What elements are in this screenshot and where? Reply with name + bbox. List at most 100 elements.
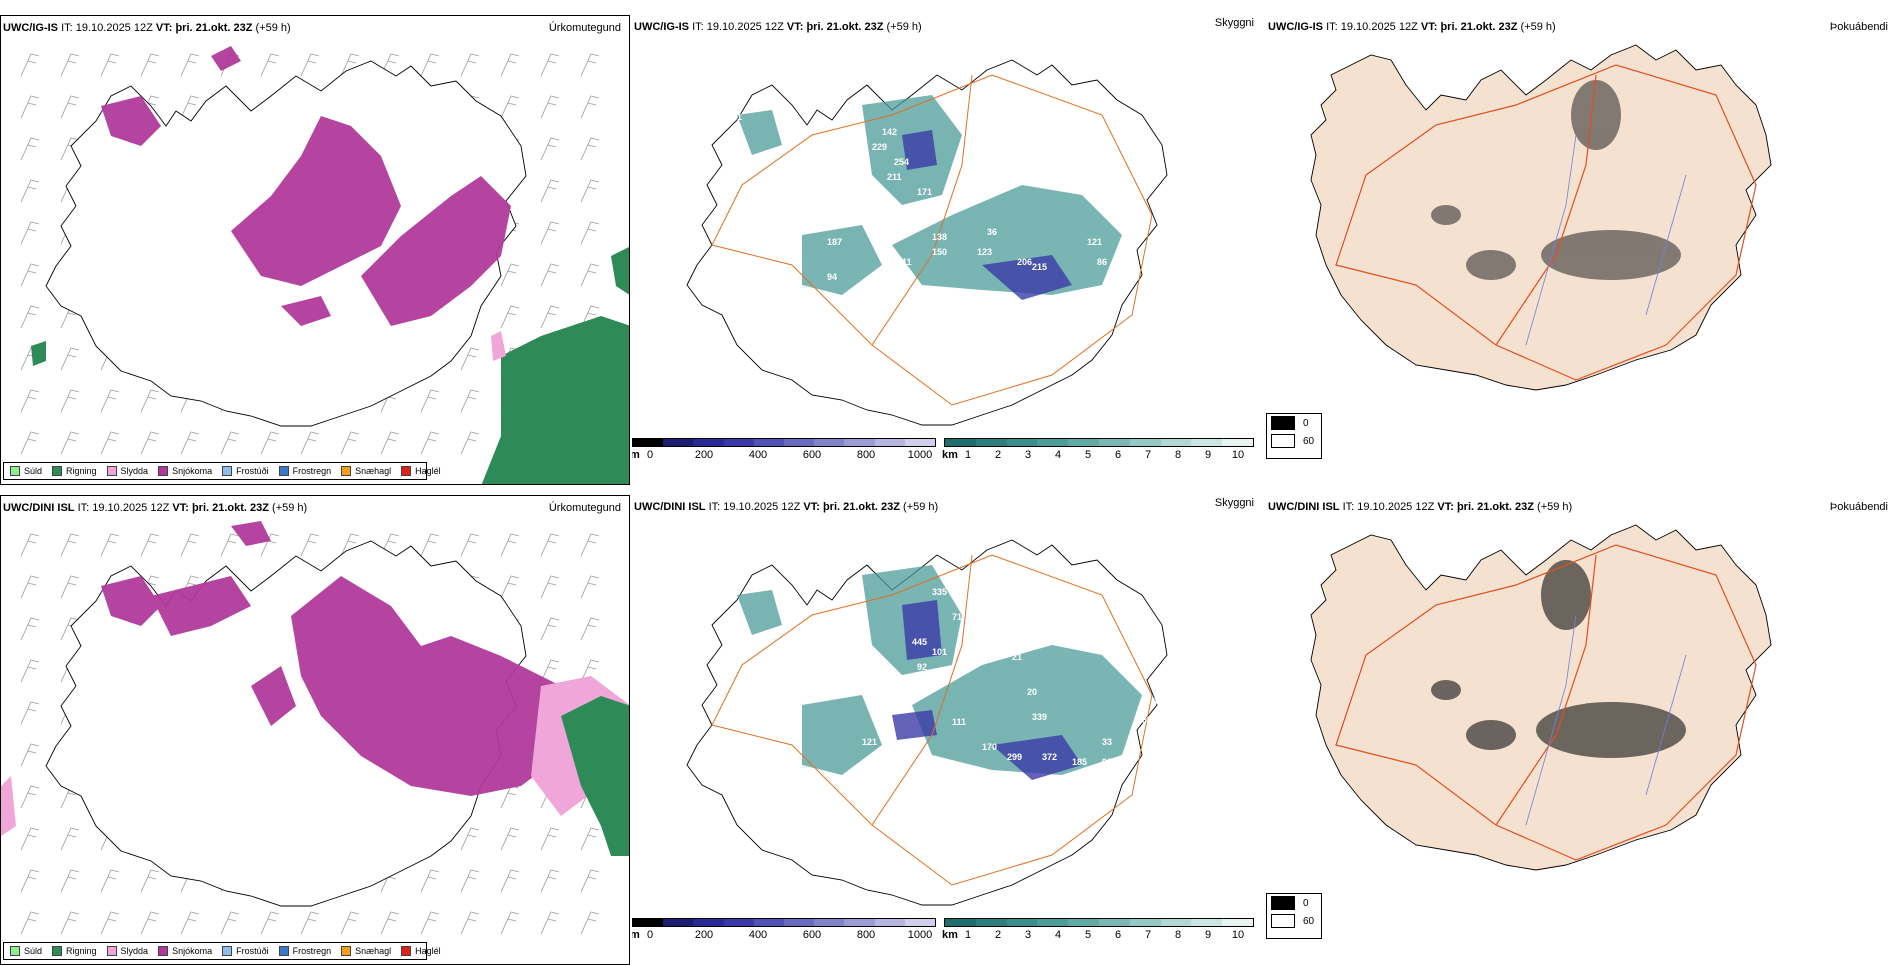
wind-barb [300,53,320,77]
colorbar-bin [1191,919,1223,926]
roads [711,554,1153,886]
legend-swatch [341,946,352,956]
roads [1335,544,1757,861]
colorbar-tick: 600 [802,929,822,941]
colorbar-tick: 5 [1084,449,1092,461]
colorbar-tick: 9 [1204,449,1212,461]
colorbar-bin [1191,439,1223,446]
colorbar-tick: 7 [1144,449,1152,461]
visibility-value: 178 [932,862,947,872]
colorbar-unit: m [632,449,640,461]
visibility-value: 123 [977,247,992,257]
wind-barb [420,53,440,77]
fog-shading [1431,560,1686,758]
wind-barb [60,575,80,599]
colorbar-unit: km [942,449,958,461]
visibility-value: 96 [1102,757,1112,767]
wind-barb [460,389,480,413]
colorbar-bin [874,439,905,446]
wind-barb [20,221,40,245]
wind-barb [420,431,440,455]
colorbar-bin [1129,439,1161,446]
legend-item: Slydda [106,946,148,956]
legend-swatch [10,466,20,476]
colorbar-tick: 200 [694,449,714,461]
wind-barb [540,137,560,161]
init-time: 19.10.2025 12Z [92,502,170,514]
wind-barb [260,533,280,557]
wind-barb [20,389,40,413]
rain-areas [31,247,629,484]
wind-barb [580,659,600,683]
init-time: 19.10.2025 12Z [75,22,153,34]
wind-barb [340,911,360,935]
colorbar-tick: 6 [1114,929,1122,941]
colorbar-tick: 3 [1024,449,1032,461]
wind-barb [260,431,280,455]
fog-legend-row: 0 [1267,894,1321,912]
colorbar-tick: 600 [802,449,822,461]
wind-barb [20,263,40,287]
colorbar-tick: 0 [646,449,654,461]
wind-barb [500,305,520,329]
wind-barb [500,95,520,119]
visibility-value: 126 [1142,749,1157,759]
legend-item: Haglél [401,946,441,956]
legend-item: Rigning [52,466,97,476]
legend-label: Súld [24,946,43,956]
legend-item: Haglél [401,466,441,476]
panel-title: Þokuábendi [1829,501,1888,513]
legend-item: Súld [10,466,42,476]
legend-item: Frostúði [222,946,269,956]
legend-label: Haglél [415,466,441,476]
colorbar-tick: 800 [856,449,876,461]
model-name: UWC/IG-IS [3,22,58,34]
visibility-value: 399 [1142,715,1157,725]
legend-item: Slydda [106,466,149,476]
fog-legend-label: 0 [1303,417,1309,429]
fog-map-row1 [1310,44,1772,391]
wind-barb [140,431,160,455]
wind-barb [580,53,600,77]
visibility-value: 36 [972,112,982,122]
visibility-value: 215 [1032,262,1047,272]
wind-barb [20,533,40,557]
legend-label: Rigning [66,466,97,476]
wind-barb [540,911,560,935]
fog-legend-label: 60 [1303,915,1315,927]
wind-barb [180,533,200,557]
legend-label: Frostúði [236,466,269,476]
panel-title: Úrkomutegund [548,22,621,34]
colorbar-tick: 4 [1054,929,1062,941]
wind-barb [180,53,200,77]
legend-label: Slydda [120,466,149,476]
colorbar-bin [975,439,1007,446]
wind-barb [540,533,560,557]
model-name: UWC/DINI ISL [1268,501,1340,513]
vt-label: VT: [1420,21,1438,33]
wind-barb [100,533,120,557]
legend-swatch [52,466,63,476]
visibility-value: 20 [1027,687,1037,697]
colorbar-bin [723,919,754,926]
wind-barb [60,533,80,557]
colorbar-bin [1068,919,1099,926]
wind-barb [420,389,440,413]
visibility-value: 335 [932,587,947,597]
model-name: UWC/IG-IS [1268,21,1323,33]
colorbar-strip [632,918,936,927]
model-name: UWC/IG-IS [634,21,689,33]
visibility-value: 33 [1102,737,1112,747]
colorbar-tick: 1000 [907,449,933,461]
visibility-value: 121 [1087,237,1102,247]
colorbar-bin [945,919,976,926]
visibility-value: 142 [882,127,897,137]
wind-barb [220,911,240,935]
vt-label: VT: [786,21,804,33]
legend-swatch [158,466,169,476]
it-label: IT: [77,502,90,514]
wind-barb [140,869,160,893]
colorbar-bin [663,439,694,446]
legend-item: Súld [10,946,42,956]
wind-barb [20,617,40,641]
